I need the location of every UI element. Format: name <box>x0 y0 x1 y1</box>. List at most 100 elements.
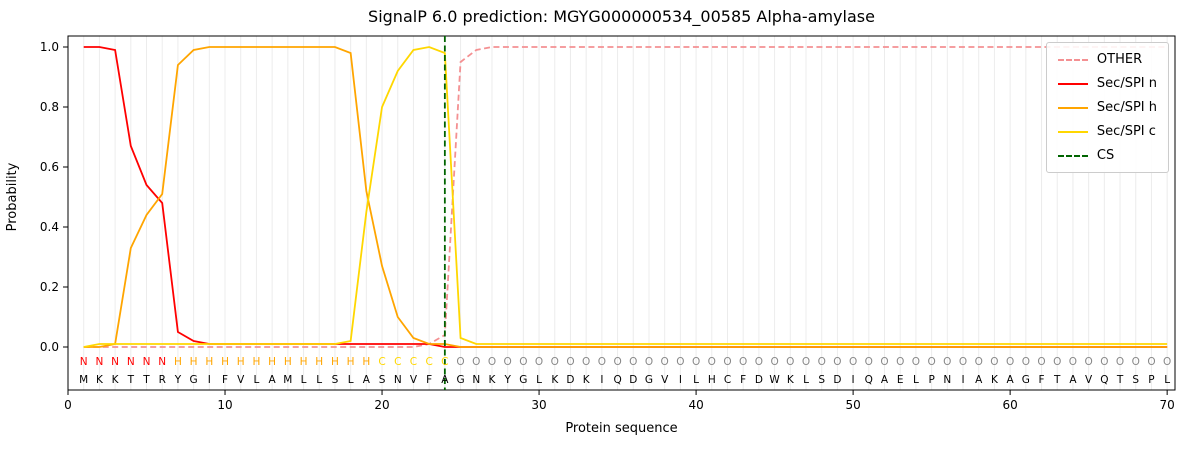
svg-text:L: L <box>913 374 919 386</box>
svg-text:L: L <box>803 374 809 386</box>
svg-text:N: N <box>127 356 135 368</box>
legend-entry: Sec/SPI n <box>1057 75 1157 92</box>
svg-text:O: O <box>472 356 480 368</box>
svg-text:H: H <box>205 356 213 368</box>
svg-text:G: G <box>1022 374 1030 386</box>
svg-text:O: O <box>959 356 967 368</box>
svg-text:O: O <box>566 356 574 368</box>
legend-line-sample <box>1057 82 1088 85</box>
svg-text:O: O <box>708 356 716 368</box>
svg-text:O: O <box>1006 356 1014 368</box>
svg-text:I: I <box>961 374 964 386</box>
svg-text:K: K <box>551 374 559 386</box>
svg-text:V: V <box>237 374 245 386</box>
svg-text:O: O <box>661 356 669 368</box>
svg-text:O: O <box>896 356 904 368</box>
svg-text:M: M <box>79 374 88 386</box>
svg-text:O: O <box>943 356 951 368</box>
svg-text:O: O <box>692 356 700 368</box>
svg-text:O: O <box>1100 356 1108 368</box>
svg-text:O: O <box>519 356 527 368</box>
svg-text:H: H <box>347 356 355 368</box>
svg-text:R: R <box>159 374 166 386</box>
svg-text:C: C <box>425 356 432 368</box>
svg-text:S: S <box>1132 374 1139 386</box>
svg-text:O: O <box>912 356 920 368</box>
svg-text:Q: Q <box>1100 374 1108 386</box>
svg-text:H: H <box>362 356 370 368</box>
svg-text:T: T <box>1053 374 1061 386</box>
svg-text:I: I <box>679 374 682 386</box>
series-line-sec-spi-h <box>83 46 1168 348</box>
svg-text:L: L <box>693 374 699 386</box>
svg-text:O: O <box>613 356 621 368</box>
svg-text:O: O <box>1085 356 1093 368</box>
svg-text:40: 40 <box>688 398 703 412</box>
svg-text:O: O <box>927 356 935 368</box>
svg-text:T: T <box>142 374 150 386</box>
svg-text:70: 70 <box>1160 398 1175 412</box>
svg-text:O: O <box>1022 356 1030 368</box>
svg-text:V: V <box>661 374 669 386</box>
svg-text:N: N <box>394 374 402 386</box>
svg-text:F: F <box>426 374 432 386</box>
svg-text:A: A <box>1007 374 1015 386</box>
svg-text:I: I <box>852 374 855 386</box>
svg-text:H: H <box>252 356 260 368</box>
svg-text:G: G <box>456 374 464 386</box>
svg-text:E: E <box>897 374 904 386</box>
svg-text:I: I <box>600 374 603 386</box>
svg-text:0.8: 0.8 <box>40 100 59 114</box>
svg-text:N: N <box>143 356 151 368</box>
legend-entry: Sec/SPI h <box>1057 99 1157 116</box>
svg-text:A: A <box>363 374 371 386</box>
svg-text:C: C <box>724 374 731 386</box>
svg-text:O: O <box>551 356 559 368</box>
x-axis-label: Protein sequence <box>565 421 678 436</box>
svg-text:O: O <box>456 356 464 368</box>
svg-text:H: H <box>174 356 182 368</box>
svg-text:O: O <box>504 356 512 368</box>
svg-text:O: O <box>1163 356 1171 368</box>
legend-label: Sec/SPI n <box>1096 76 1157 91</box>
legend-line-sample <box>1057 106 1088 109</box>
svg-text:N: N <box>472 374 480 386</box>
svg-text:O: O <box>582 356 590 368</box>
svg-text:P: P <box>928 374 934 386</box>
svg-text:D: D <box>755 374 763 386</box>
svg-text:N: N <box>111 356 119 368</box>
svg-text:H: H <box>708 374 716 386</box>
svg-text:H: H <box>190 356 198 368</box>
svg-text:S: S <box>332 374 339 386</box>
svg-text:A: A <box>1069 374 1077 386</box>
legend-entry: OTHER <box>1057 51 1157 68</box>
svg-text:W: W <box>769 374 780 386</box>
svg-text:G: G <box>519 374 527 386</box>
svg-text:Q: Q <box>865 374 873 386</box>
legend-line-sample <box>1057 154 1088 157</box>
svg-text:N: N <box>158 356 166 368</box>
svg-text:F: F <box>1039 374 1045 386</box>
svg-text:L: L <box>1164 374 1170 386</box>
svg-text:O: O <box>818 356 826 368</box>
svg-text:60: 60 <box>1002 398 1017 412</box>
svg-text:F: F <box>222 374 228 386</box>
svg-text:C: C <box>378 356 385 368</box>
svg-text:C: C <box>394 356 401 368</box>
series-line-sec-spi-n <box>83 46 1168 348</box>
svg-text:C: C <box>441 356 448 368</box>
svg-text:K: K <box>112 374 120 386</box>
svg-text:O: O <box>676 356 684 368</box>
svg-text:O: O <box>770 356 778 368</box>
svg-text:0.2: 0.2 <box>40 280 59 294</box>
svg-text:0: 0 <box>64 398 72 412</box>
legend-label: OTHER <box>1096 52 1143 67</box>
series-lines <box>83 46 1168 348</box>
svg-text:S: S <box>379 374 386 386</box>
svg-text:H: H <box>221 356 229 368</box>
svg-text:D: D <box>629 374 637 386</box>
svg-text:20: 20 <box>374 398 389 412</box>
